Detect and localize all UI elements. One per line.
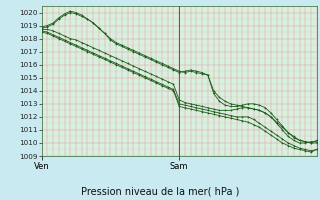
Text: Pression niveau de la mer( hPa ): Pression niveau de la mer( hPa ) — [81, 186, 239, 196]
